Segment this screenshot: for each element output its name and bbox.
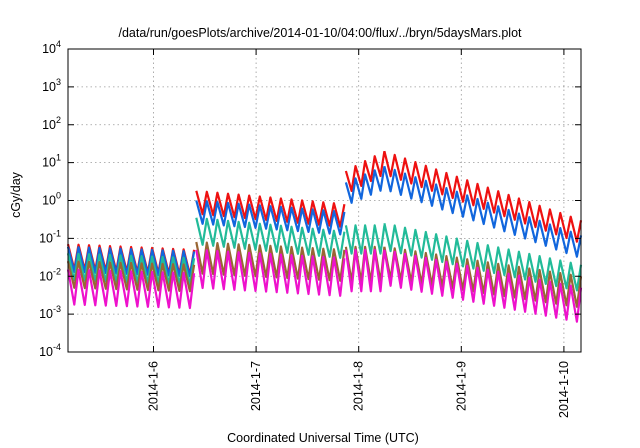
y-tick-labels: 10-4 10-3 10-2 10-1 100 101 102 103 104 — [39, 39, 61, 359]
x-tick-label: 2014-1-8 — [352, 361, 366, 411]
y-tick-label: 102 — [42, 115, 61, 132]
y-tick-label: 10-2 — [39, 266, 61, 283]
y-tick-label: 10-4 — [39, 342, 61, 359]
x-tick-label: 2014-1-9 — [454, 361, 468, 411]
x-axis-label: Coordinated Universal Time (UTC) — [227, 431, 419, 445]
y-tick-label: 101 — [42, 153, 61, 170]
y-tick-label: 10-1 — [39, 228, 61, 245]
axis-ticks — [68, 48, 581, 353]
x-tick-label: 2014-1-6 — [147, 361, 161, 411]
y-tick-label: 104 — [42, 39, 61, 56]
y-tick-label: 103 — [42, 77, 61, 94]
series-line-1 — [66, 150, 583, 276]
series-line-3 — [66, 217, 583, 292]
series-line-5 — [66, 248, 583, 323]
x-tick-label: 2014-1-10 — [557, 361, 571, 418]
x-tick-labels: 2014-1-6 2014-1-7 2014-1-8 2014-1-9 2014-1-1… — [147, 361, 571, 418]
y-axis-label: cGy/day — [9, 171, 23, 218]
y-tick-label: 10-3 — [39, 304, 61, 321]
plot-area — [66, 150, 583, 323]
x-tick-label: 2014-1-7 — [249, 361, 263, 411]
series-line-2 — [66, 166, 583, 278]
y-tick-label: 100 — [42, 191, 61, 208]
series-line-4 — [66, 241, 583, 308]
chart-title: /data/run/goesPlots/archive/2014-01-10/0… — [118, 26, 522, 40]
